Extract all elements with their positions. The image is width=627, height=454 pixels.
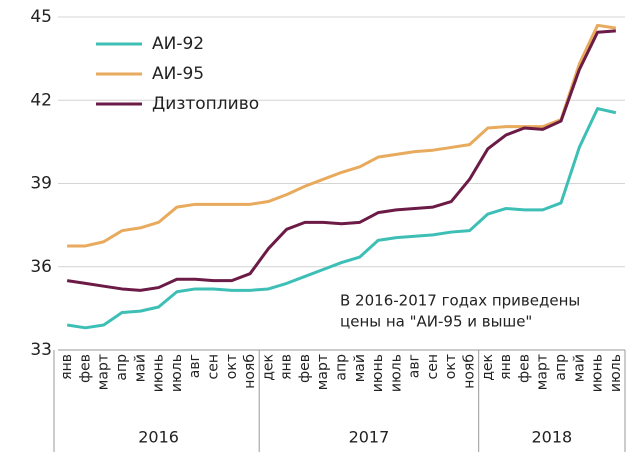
x-tick-label: авг <box>187 354 203 378</box>
y-tick-label: 36 <box>30 257 52 277</box>
y-tick-label: 42 <box>30 90 52 110</box>
x-tick-label: июнь <box>590 354 606 392</box>
year-label: 2017 <box>349 428 390 447</box>
x-tick-label: нояб <box>242 354 258 389</box>
x-tick-label: окт <box>224 354 240 379</box>
x-tick-label: сен <box>205 354 221 379</box>
x-tick-label: дек <box>260 354 276 381</box>
x-tick-label: апр <box>553 354 569 381</box>
x-tick-label: фев <box>297 354 313 383</box>
x-tick-label: май <box>571 354 587 382</box>
annotation: В 2016-2017 годах приведены <box>340 292 580 310</box>
annotation: цены на "АИ-95 и выше" <box>340 313 532 331</box>
x-tick-label: окт <box>443 354 459 379</box>
x-tick-label: март <box>315 354 331 390</box>
year-label: 2016 <box>138 428 179 447</box>
x-tick-label: март <box>535 354 551 390</box>
legend-label: Дизтопливо <box>152 94 259 114</box>
x-tick-label: июнь <box>370 354 386 392</box>
line-series <box>66 29 616 292</box>
x-tick-label: дек <box>480 354 496 381</box>
x-tick-label: июль <box>388 354 404 392</box>
x-tick-label: июль <box>169 354 185 392</box>
x-tick-label: янв <box>498 354 514 380</box>
x-tick-label: фев <box>516 354 532 383</box>
x-tick-label: авг <box>407 354 423 378</box>
x-tick-label: фев <box>77 354 93 383</box>
x-tick-label: нояб <box>462 354 478 389</box>
x-tick-label: сен <box>425 354 441 379</box>
year-label: 2018 <box>531 428 572 447</box>
x-tick-label: март <box>96 354 112 390</box>
x-tick-label: янв <box>279 354 295 380</box>
line-series <box>67 23 617 248</box>
x-tick-label: май <box>352 354 368 382</box>
x-tick-label: апр <box>334 354 350 381</box>
legend-label: АИ-95 <box>152 64 204 84</box>
x-tick-label: янв <box>59 354 75 380</box>
line-series <box>66 107 617 330</box>
y-tick-label: 45 <box>30 7 52 27</box>
y-tick-label: 33 <box>30 340 52 360</box>
y-tick-label: 39 <box>30 174 52 194</box>
x-tick-label: май <box>132 354 148 382</box>
x-tick-label: июнь <box>151 354 167 392</box>
x-tick-label: июль <box>608 354 624 392</box>
legend-label: АИ-92 <box>152 34 204 54</box>
x-tick-label: апр <box>114 354 130 381</box>
